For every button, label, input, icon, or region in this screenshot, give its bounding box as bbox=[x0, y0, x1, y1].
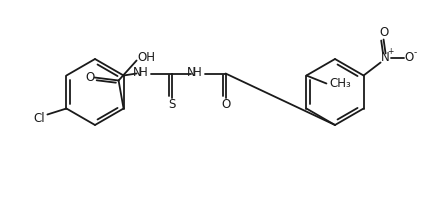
Text: Cl: Cl bbox=[34, 112, 45, 125]
Text: CH₃: CH₃ bbox=[330, 77, 351, 90]
Text: O: O bbox=[404, 51, 413, 64]
Text: H: H bbox=[193, 66, 202, 79]
Text: H: H bbox=[139, 66, 148, 79]
Text: N: N bbox=[187, 66, 196, 79]
Text: +: + bbox=[387, 47, 394, 56]
Text: -: - bbox=[414, 48, 417, 57]
Text: OH: OH bbox=[137, 51, 156, 64]
Text: O: O bbox=[379, 26, 388, 39]
Text: O: O bbox=[221, 98, 230, 111]
Text: N: N bbox=[133, 66, 142, 79]
Text: S: S bbox=[168, 98, 175, 111]
Text: N: N bbox=[381, 51, 390, 64]
Text: O: O bbox=[85, 71, 94, 84]
